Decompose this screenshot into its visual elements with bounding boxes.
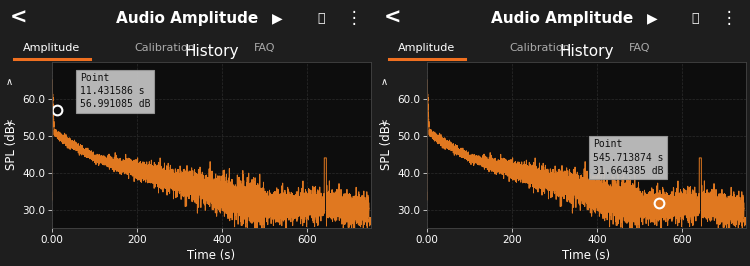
- Text: ∨: ∨: [380, 118, 388, 128]
- Text: <: <: [9, 8, 27, 28]
- Y-axis label: SPL (dB): SPL (dB): [5, 120, 18, 170]
- Text: ∨: ∨: [5, 118, 13, 128]
- Text: 🗑: 🗑: [316, 11, 324, 24]
- Text: Amplitude: Amplitude: [398, 43, 455, 53]
- Text: Calibration: Calibration: [135, 43, 195, 53]
- Title: History: History: [560, 44, 614, 59]
- Title: History: History: [184, 44, 238, 59]
- Text: Audio Amplitude: Audio Amplitude: [491, 10, 634, 26]
- Text: ⋮: ⋮: [346, 9, 363, 27]
- Text: 🗑: 🗑: [692, 11, 699, 24]
- Text: Audio Amplitude: Audio Amplitude: [116, 10, 259, 26]
- Text: Point
11.431586 s
56.991085 dB: Point 11.431586 s 56.991085 dB: [80, 73, 150, 110]
- Y-axis label: SPL (dB): SPL (dB): [380, 120, 393, 170]
- Text: Amplitude: Amplitude: [23, 43, 81, 53]
- Text: Point
545.713874 s
31.664385 dB: Point 545.713874 s 31.664385 dB: [593, 139, 664, 176]
- Text: Calibration: Calibration: [510, 43, 570, 53]
- Text: FAQ: FAQ: [629, 43, 651, 53]
- Text: ▶: ▶: [272, 11, 283, 25]
- Text: ∧: ∧: [5, 77, 13, 88]
- X-axis label: Time (s): Time (s): [562, 249, 610, 262]
- Text: ▶: ▶: [647, 11, 658, 25]
- Text: FAQ: FAQ: [254, 43, 276, 53]
- Text: <: <: [384, 8, 402, 28]
- X-axis label: Time (s): Time (s): [188, 249, 236, 262]
- Text: ⋮: ⋮: [721, 9, 738, 27]
- Text: ∧: ∧: [380, 77, 388, 88]
